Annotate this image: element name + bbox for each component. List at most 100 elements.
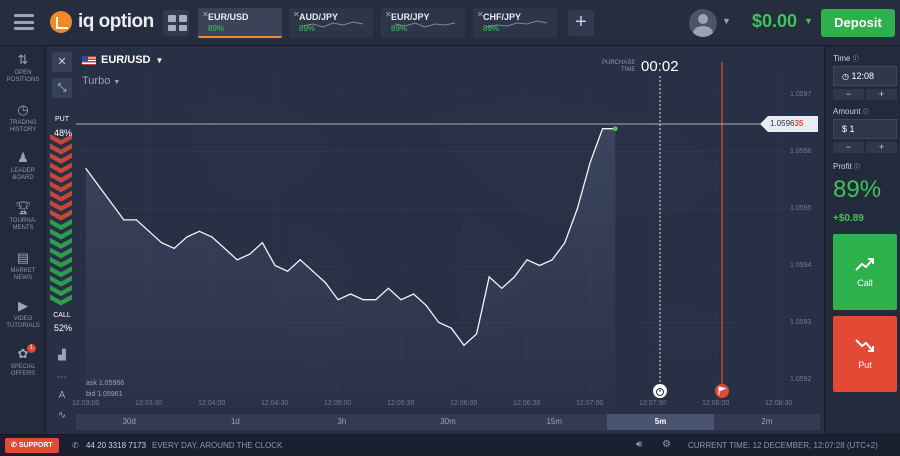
tab-profit: 89% — [208, 24, 225, 33]
amount-plus-button[interactable]: + — [866, 142, 897, 153]
x-tick-label: 12:03:00 — [72, 400, 100, 407]
data-point — [362, 299, 364, 301]
x-tick-label: 12:07:00 — [576, 400, 604, 407]
tab-chf-jpy[interactable]: ✕ CHF/JPY 89% — [473, 8, 557, 38]
chart-area[interactable]: ✕ ⤡ EUR/USD ▼ Turbo ▼ PURCHASE TIME 00:0… — [46, 46, 824, 434]
play-icon: ▶ — [18, 298, 28, 313]
put-button[interactable]: Put — [833, 316, 897, 392]
purchase-time-value: 00:02 — [641, 58, 679, 75]
support-label: SUPPORT — [18, 442, 53, 449]
logo-mark-icon — [50, 11, 72, 33]
timeframe-1d[interactable]: 1d — [230, 417, 240, 426]
data-point — [299, 259, 301, 261]
balance-value[interactable]: $0.00 — [752, 11, 798, 31]
call-button[interactable]: Call — [833, 234, 897, 310]
chart-type-icon[interactable]: ▟ — [58, 350, 66, 361]
time-minus-button[interactable]: − — [833, 89, 864, 100]
timeframe-30m[interactable]: 30m — [440, 417, 456, 426]
data-point — [400, 299, 402, 301]
timeframe-30d[interactable]: 30d — [122, 417, 136, 426]
chevron-down-icon: ▼ — [155, 55, 164, 65]
sidebar-item-special-offers[interactable]: ✿ 1 SPECIAL OFFERS — [0, 344, 46, 378]
timeframe-15m[interactable]: 15m — [546, 417, 563, 426]
sound-icon[interactable]: 🔊︎ — [636, 439, 643, 450]
shrink-icon[interactable]: ⤡ — [52, 78, 72, 98]
chevron-down-icon[interactable]: ▼ — [722, 16, 731, 26]
x-tick-label: 12:08:00 — [702, 400, 730, 407]
call-chevron — [50, 294, 72, 306]
sidebar-item-market-news[interactable]: ▤ MARKET NEWS — [0, 250, 46, 282]
time-field[interactable]: ◷ 12:08 — [833, 66, 897, 86]
data-point — [463, 344, 465, 346]
data-point — [589, 162, 591, 164]
price-chart[interactable] — [46, 46, 824, 434]
mode-selector[interactable]: Turbo ▼ — [82, 75, 120, 87]
data-point — [261, 242, 263, 244]
draw-tool-icon[interactable]: A — [58, 390, 66, 401]
support-button[interactable]: ✆ SUPPORT — [5, 438, 59, 453]
x-tick-label: 12:05:00 — [324, 400, 352, 407]
close-chart-button[interactable]: ✕ — [52, 52, 72, 72]
call-chevron — [50, 237, 72, 249]
avatar[interactable] — [689, 9, 717, 37]
menu-icon[interactable] — [14, 14, 34, 30]
call-chevron — [50, 256, 72, 268]
info-icon[interactable]: ⓘ — [853, 165, 860, 171]
amount-minus-button[interactable]: − — [833, 142, 864, 153]
y-tick-label: 1.0594 — [790, 261, 812, 269]
x-tick-label: 12:08:30 — [765, 400, 793, 407]
call-button-label: Call — [857, 278, 873, 288]
timeframe-2m[interactable]: 2m — [761, 417, 773, 426]
sidebar-item-leaderboard[interactable]: ♟ LEADER BOARD — [0, 150, 46, 182]
time-plus-button[interactable]: + — [866, 89, 897, 100]
sidebar-item-tournaments[interactable]: 🏆︎ TOURNA- MENTS — [0, 200, 46, 232]
sidebar-item-trading-history[interactable]: ◷ TRADING HISTORY — [0, 102, 46, 134]
chevron-down-icon[interactable]: ▼ — [804, 16, 813, 26]
x-tick-label: 12:06:30 — [513, 400, 541, 407]
data-point — [249, 253, 251, 255]
amount-field[interactable]: $ 1 — [833, 119, 897, 139]
close-icon[interactable]: ✕ — [202, 10, 209, 19]
phone-number[interactable]: 44 20 3318 7173 — [86, 441, 147, 450]
mini-chart-icon — [487, 20, 547, 28]
info-icon[interactable]: ⓘ — [862, 110, 869, 116]
indicators-icon[interactable]: ⋯ — [57, 372, 67, 383]
call-chevron — [50, 275, 72, 287]
y-tick-label: 1.0592 — [790, 375, 812, 383]
grid-icon[interactable] — [163, 10, 189, 36]
data-point — [312, 270, 314, 272]
put-chevron — [50, 152, 72, 164]
info-icon[interactable]: ⓘ — [852, 57, 859, 63]
data-point — [186, 236, 188, 238]
tab-eur-jpy[interactable]: ✕ EUR/JPY 89% — [381, 8, 465, 38]
data-point — [98, 185, 100, 187]
close-icon[interactable]: ✕ — [293, 10, 300, 19]
close-icon[interactable]: ✕ — [477, 10, 484, 19]
timeframe-3h[interactable]: 3h — [337, 417, 347, 426]
arrows-updown-icon: ⇅ — [17, 52, 29, 67]
profit-label-text: Profit — [833, 162, 852, 171]
add-tab-button[interactable]: + — [568, 10, 594, 36]
put-chevron — [50, 190, 72, 202]
x-tick-label: 12:07:30 — [639, 400, 667, 407]
current-time: CURRENT TIME: 12 DECEMBER, 12:07:28 (UTC… — [688, 441, 878, 450]
line-tool-icon[interactable]: ∿ — [57, 410, 67, 421]
data-point — [387, 287, 389, 289]
status-bar: ✆ SUPPORT ✆ 44 20 3318 7173 EVERY DAY, A… — [0, 434, 900, 456]
deposit-button[interactable]: Deposit — [821, 9, 895, 37]
tab-aud-jpy[interactable]: ✕ AUD/JPY 89% — [289, 8, 373, 38]
sidebar-item-open-positions[interactable]: ⇅ OPEN POSITIONS — [0, 52, 46, 84]
finish-flag-icon — [715, 384, 729, 398]
timeframe-5m[interactable]: 5m — [607, 414, 714, 430]
data-point — [438, 321, 440, 324]
last-price-dot — [612, 126, 618, 132]
gear-icon[interactable]: ⚙ — [662, 439, 671, 450]
tab-profit: 89% — [299, 24, 316, 33]
sidebar-item-label: MARKET NEWS — [10, 268, 36, 281]
close-icon[interactable]: ✕ — [385, 10, 392, 19]
tab-eur-usd[interactable]: ✕ EUR/USD 89% — [198, 8, 282, 38]
asset-selector[interactable]: EUR/USD ▼ — [82, 54, 163, 66]
sidebar-item-video-tutorials[interactable]: ▶ VIDEO TUTORIALS — [0, 298, 46, 330]
data-point — [85, 168, 87, 170]
data-point — [224, 247, 226, 249]
